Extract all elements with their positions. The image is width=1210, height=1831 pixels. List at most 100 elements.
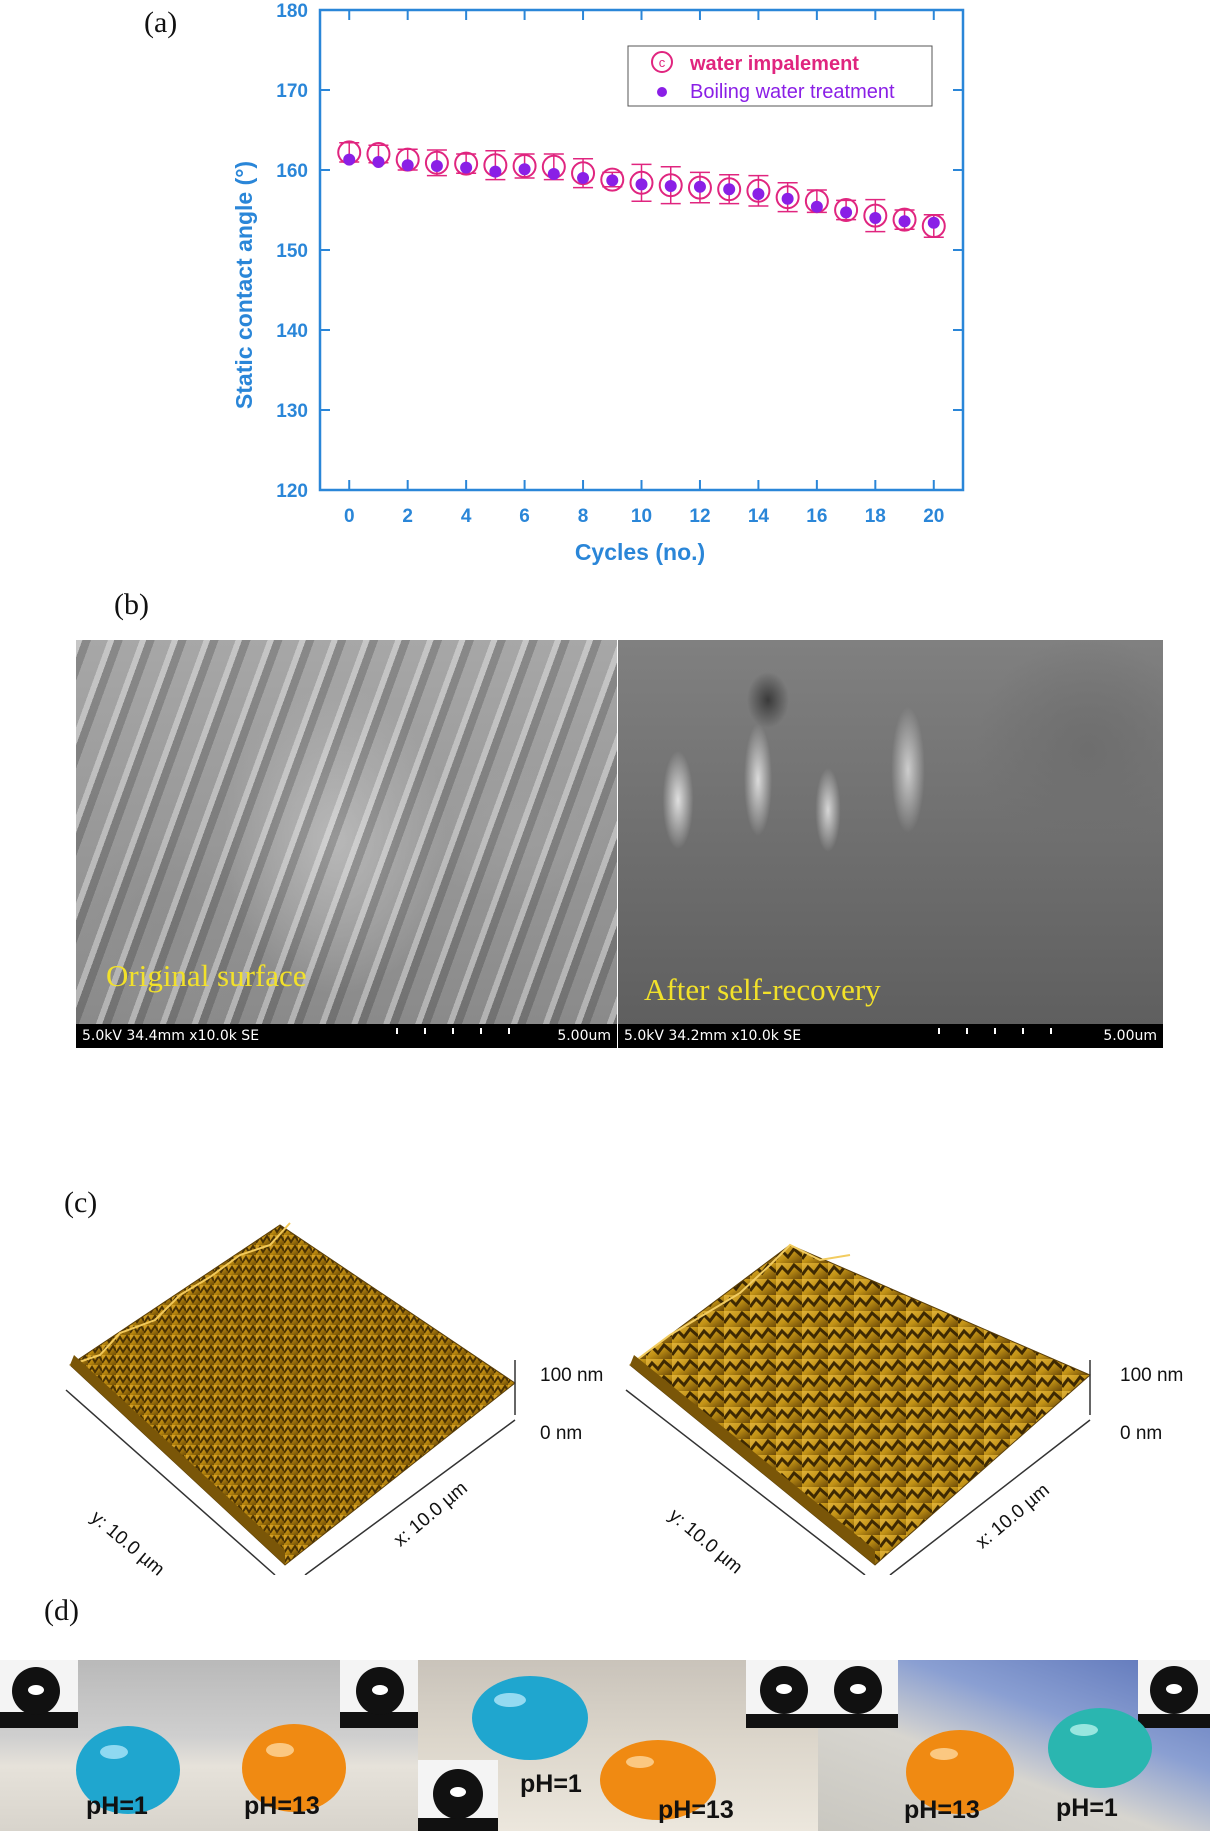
point-boiling-water bbox=[723, 183, 736, 196]
legend-label-water: water impalement bbox=[689, 53, 859, 75]
point-boiling-water bbox=[606, 174, 619, 187]
sem-caption-recovered: After self-recovery bbox=[644, 972, 881, 1007]
sem-scale-original: 5.00um bbox=[557, 1028, 611, 1044]
point-boiling-water bbox=[460, 161, 473, 174]
contact-angle-inset-3a bbox=[818, 1660, 898, 1728]
y-tick-label: 150 bbox=[276, 241, 308, 262]
x-tick-label: 0 bbox=[344, 506, 355, 527]
sem-scale-recovered: 5.00um bbox=[1103, 1028, 1157, 1044]
afm-z-bottom-recovered: 0 nm bbox=[1120, 1423, 1163, 1444]
sem-caption-original: Original surface bbox=[106, 958, 307, 993]
y-tick-label: 130 bbox=[276, 401, 308, 422]
sem-info-bar-original: 5.0kV 34.4mm x10.0k SE 5.00um bbox=[76, 1024, 617, 1048]
point-boiling-water bbox=[577, 172, 590, 184]
point-boiling-water bbox=[752, 188, 765, 200]
x-tick-label: 20 bbox=[923, 506, 944, 527]
sem-micrograph-recovered bbox=[618, 640, 1163, 1024]
y-tick-label: 160 bbox=[276, 161, 308, 182]
point-boiling-water bbox=[927, 216, 940, 229]
contact-angle-inset-2b bbox=[746, 1660, 818, 1728]
panel-label-c: (c) bbox=[64, 1186, 98, 1219]
chart-legend: c water impalement Boiling water treatme… bbox=[627, 45, 933, 107]
afm-topography-recovered: 100 nm 0 nm y: 10.0 µm x: 10.0 µm bbox=[620, 1215, 1184, 1578]
ph-label-2a: pH=1 bbox=[520, 1770, 582, 1798]
point-water-impalement bbox=[629, 170, 654, 195]
panel-label-d: (d) bbox=[44, 1594, 79, 1627]
svg-text:c: c bbox=[659, 55, 666, 70]
point-boiling-water bbox=[372, 156, 385, 168]
droplets-3 bbox=[906, 1708, 1152, 1814]
point-water-impalement bbox=[863, 203, 888, 228]
legend-marker-boiling bbox=[657, 87, 667, 97]
point-boiling-water bbox=[430, 160, 443, 172]
x-tick-label: 14 bbox=[748, 506, 770, 527]
point-water-impalement bbox=[717, 177, 742, 202]
droplet-blue-1 bbox=[76, 1726, 180, 1814]
point-water-impalement bbox=[921, 214, 946, 238]
ph-label-2b: pH=13 bbox=[658, 1796, 734, 1824]
point-boiling-water bbox=[840, 206, 853, 219]
y-tick-label: 170 bbox=[276, 81, 308, 102]
sem-image-recovered: After self-recovery 5.0kV 34.2mm x10.0k … bbox=[618, 640, 1163, 1048]
droplets-1 bbox=[76, 1724, 346, 1814]
x-tick-label: 8 bbox=[578, 506, 589, 527]
droplet-teal-3 bbox=[1048, 1708, 1152, 1788]
point-water-impalement bbox=[658, 173, 683, 198]
contact-angle-inset-1a bbox=[0, 1660, 78, 1728]
point-water-impalement bbox=[892, 207, 917, 232]
panel-label-a: (a) bbox=[144, 6, 178, 39]
contact-angle-inset-2a bbox=[418, 1760, 498, 1831]
x-tick-label: 12 bbox=[689, 506, 710, 527]
panel-label-b: (b) bbox=[114, 588, 149, 621]
point-water-impalement bbox=[746, 178, 771, 203]
afm-topography-original: 100 nm 0 nm y: 10.0 µm x: 10.0 µm bbox=[60, 1215, 620, 1580]
droplet-blue-2 bbox=[472, 1676, 588, 1760]
point-water-impalement bbox=[571, 161, 596, 186]
droplet-photo-1: pH=1 pH=13 bbox=[0, 1660, 418, 1831]
legend-label-boiling: Boiling water treatment bbox=[690, 81, 895, 103]
ph-label-3a: pH=13 bbox=[904, 1796, 980, 1824]
droplet-photo-2: pH=1 pH=13 bbox=[418, 1660, 818, 1831]
point-boiling-water bbox=[664, 180, 677, 192]
point-water-impalement bbox=[834, 198, 859, 222]
point-water-impalement bbox=[512, 154, 537, 178]
droplet-photo-3: pH=13 pH=1 bbox=[818, 1660, 1210, 1831]
ph-label-3b: pH=1 bbox=[1056, 1794, 1118, 1822]
point-water-impalement bbox=[424, 150, 449, 175]
x-tick-label: 16 bbox=[806, 506, 827, 527]
droplet-orange-1 bbox=[242, 1724, 346, 1812]
point-water-impalement bbox=[600, 167, 625, 192]
point-boiling-water bbox=[781, 192, 794, 205]
y-axis-label: Static contact angle (°) bbox=[231, 161, 257, 409]
afm-z-top-recovered: 100 nm bbox=[1120, 1365, 1184, 1386]
point-boiling-water bbox=[898, 215, 911, 228]
afm-surface-original bbox=[65, 1222, 516, 1576]
point-boiling-water bbox=[693, 180, 706, 193]
point-water-impalement bbox=[687, 175, 712, 200]
point-boiling-water bbox=[401, 159, 414, 172]
y-tick-label: 180 bbox=[276, 1, 308, 22]
sem-image-original: Original surface 5.0kV 34.4mm x10.0k SE … bbox=[76, 640, 617, 1048]
sem-info-bar-recovered: 5.0kV 34.2mm x10.0k SE 5.00um bbox=[618, 1024, 1163, 1048]
x-tick-label: 18 bbox=[865, 506, 886, 527]
sem-info-recovered: 5.0kV 34.2mm x10.0k SE bbox=[624, 1028, 802, 1044]
x-axis-label: Cycles (no.) bbox=[575, 539, 705, 565]
contact-angle-chart: 120 130 140 150 160 170 180 0 2 4 6 8 10 12 14 16 18 20 S… bbox=[231, 1, 965, 565]
point-boiling-water bbox=[343, 153, 356, 166]
y-tick-label: 140 bbox=[276, 321, 308, 342]
contact-angle-inset-3b bbox=[1138, 1660, 1210, 1728]
point-water-impalement bbox=[454, 151, 479, 176]
sem-info-original: 5.0kV 34.4mm x10.0k SE bbox=[82, 1028, 260, 1044]
x-tick-label: 2 bbox=[402, 506, 413, 527]
afm-z-top-original: 100 nm bbox=[540, 1365, 604, 1386]
afm-surface-recovered bbox=[625, 1243, 1091, 1576]
ph-label-1b: pH=13 bbox=[244, 1792, 320, 1820]
y-tick-label: 120 bbox=[276, 481, 308, 502]
point-boiling-water bbox=[518, 163, 531, 176]
point-boiling-water bbox=[810, 200, 823, 213]
x-tick-label: 10 bbox=[631, 506, 652, 527]
contact-angle-inset-1b bbox=[340, 1660, 418, 1728]
point-boiling-water bbox=[547, 168, 560, 180]
legend-marker-water bbox=[651, 51, 673, 73]
x-tick-label: 4 bbox=[461, 506, 472, 527]
